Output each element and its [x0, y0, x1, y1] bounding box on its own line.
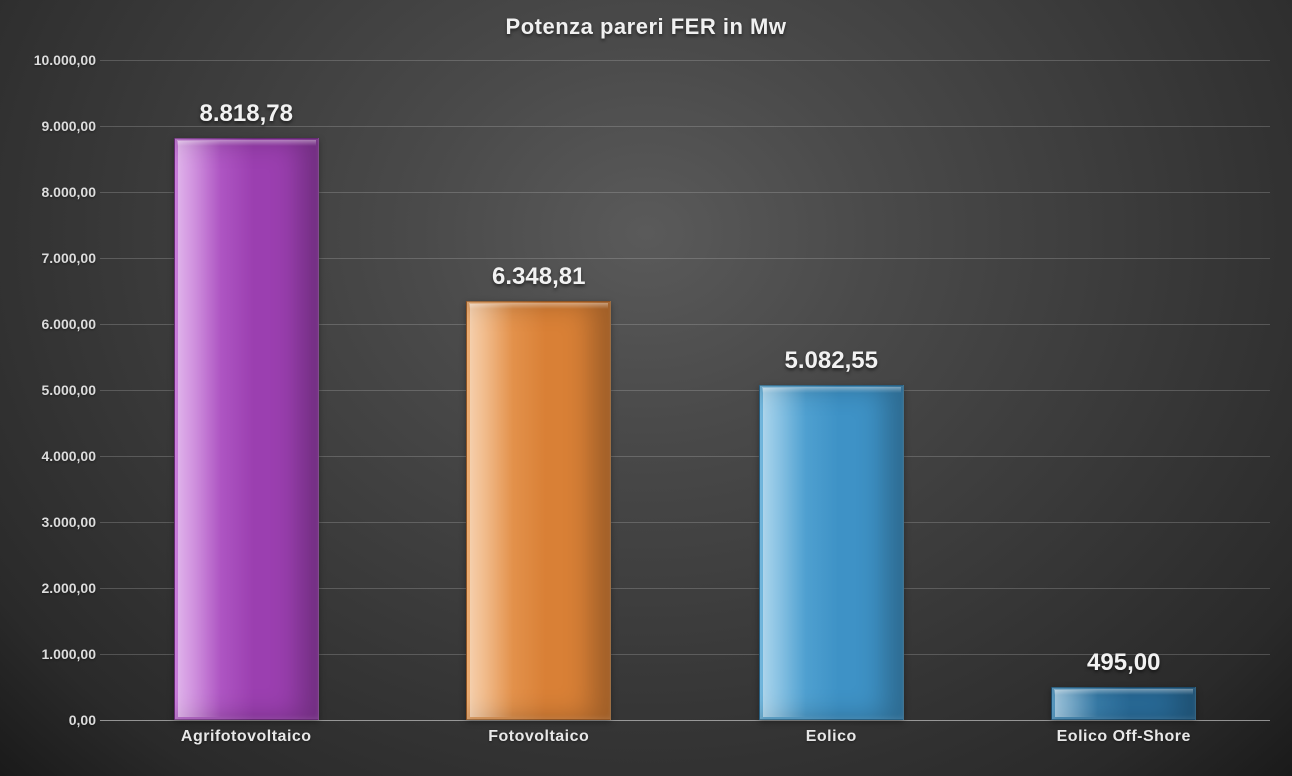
data-label: 5.082,55 — [685, 347, 978, 375]
data-label: 495,00 — [978, 649, 1271, 677]
bar — [174, 138, 319, 720]
gridline — [100, 720, 1270, 721]
plot-area — [100, 60, 1270, 720]
y-tick-label: 5.000,00 — [6, 382, 96, 398]
gridline — [100, 60, 1270, 61]
y-tick-label: 10.000,00 — [6, 52, 96, 68]
y-tick-label: 2.000,00 — [6, 580, 96, 596]
chart-title: Potenza pareri FER in Mw — [0, 14, 1292, 40]
bar-fill — [174, 138, 319, 720]
x-tick-label: Eolico — [685, 728, 978, 746]
bar-fill — [759, 385, 904, 720]
y-tick-label: 8.000,00 — [6, 184, 96, 200]
x-tick-label: Agrifotovoltaico — [100, 728, 393, 746]
y-tick-label: 7.000,00 — [6, 250, 96, 266]
data-label: 8.818,78 — [100, 100, 393, 128]
data-label: 6.348,81 — [393, 263, 686, 291]
y-tick-label: 6.000,00 — [6, 316, 96, 332]
y-tick-label: 3.000,00 — [6, 514, 96, 530]
y-tick-label: 9.000,00 — [6, 118, 96, 134]
x-tick-label: Eolico Off-Shore — [978, 728, 1271, 746]
bar — [1051, 687, 1196, 720]
y-tick-label: 0,00 — [6, 712, 96, 728]
bar-fill — [1051, 687, 1196, 720]
bar — [759, 385, 904, 720]
bar-fill — [466, 301, 611, 720]
y-tick-label: 1.000,00 — [6, 646, 96, 662]
x-tick-label: Fotovoltaico — [393, 728, 686, 746]
bar — [466, 301, 611, 720]
y-tick-label: 4.000,00 — [6, 448, 96, 464]
